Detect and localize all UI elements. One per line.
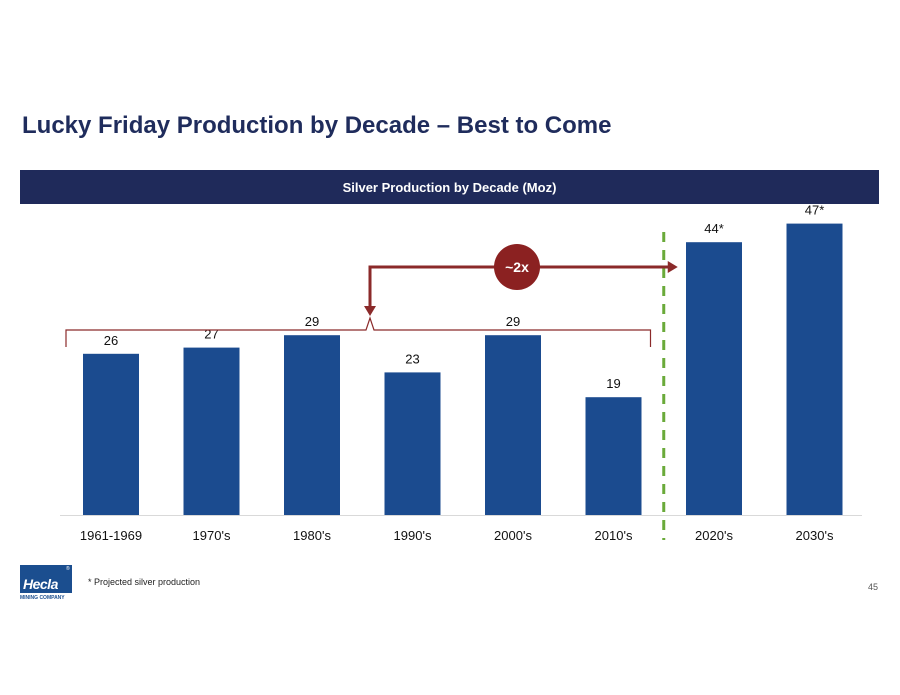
- x-tick-label: 2020's: [695, 528, 733, 543]
- data-label: 27: [204, 327, 218, 342]
- data-label: 23: [405, 351, 419, 366]
- hecla-logo: Hecla ® MINING COMPANY: [20, 565, 76, 611]
- bar-1980-s: [284, 335, 340, 515]
- data-label: 47*: [805, 203, 825, 218]
- bar-1990-s: [384, 372, 441, 515]
- arrow-head-right: [667, 261, 678, 273]
- logo-wordmark: Hecla: [23, 576, 58, 592]
- logo-box: Hecla ®: [20, 565, 72, 593]
- data-label: 26: [104, 333, 118, 348]
- bar-2030-s: [786, 223, 843, 515]
- historic-bracket: [65, 316, 652, 347]
- data-label: 44*: [704, 221, 724, 236]
- bar-2000-s: [485, 335, 541, 515]
- multiplier-badge: [494, 244, 540, 290]
- x-tick-label: 1990's: [394, 528, 432, 543]
- chart-banner: Silver Production by Decade (Moz): [20, 170, 879, 204]
- x-tick-label: 1970's: [193, 528, 231, 543]
- x-tick-label: 2010's: [595, 528, 633, 543]
- bar-1961-1969: [83, 353, 139, 515]
- bar-1970-s: [183, 347, 240, 515]
- page-title: Lucky Friday Production by Decade – Best…: [22, 112, 612, 139]
- comparison-arrow-line: [368, 265, 674, 308]
- data-label: 19: [606, 376, 620, 391]
- x-tick-label: 2030's: [796, 528, 834, 543]
- arrow-head-down: [364, 306, 376, 316]
- x-tick-label: 1961-1969: [80, 528, 142, 543]
- logo-registered-mark: ®: [66, 566, 70, 572]
- page-number: 45: [868, 582, 879, 592]
- logo-subtitle: MINING COMPANY: [20, 595, 65, 601]
- footnote: * Projected silver production: [88, 577, 201, 587]
- data-label: 29: [506, 314, 520, 329]
- x-tick-label: 1980's: [293, 528, 331, 543]
- multiplier-badge-label: ~2x: [505, 259, 529, 275]
- data-label: 29: [305, 314, 319, 329]
- bar-2020-s: [686, 242, 742, 515]
- banner-label: Silver Production by Decade (Moz): [342, 179, 557, 195]
- x-tick-label: 2000's: [494, 528, 532, 543]
- bar-2010-s: [585, 397, 642, 515]
